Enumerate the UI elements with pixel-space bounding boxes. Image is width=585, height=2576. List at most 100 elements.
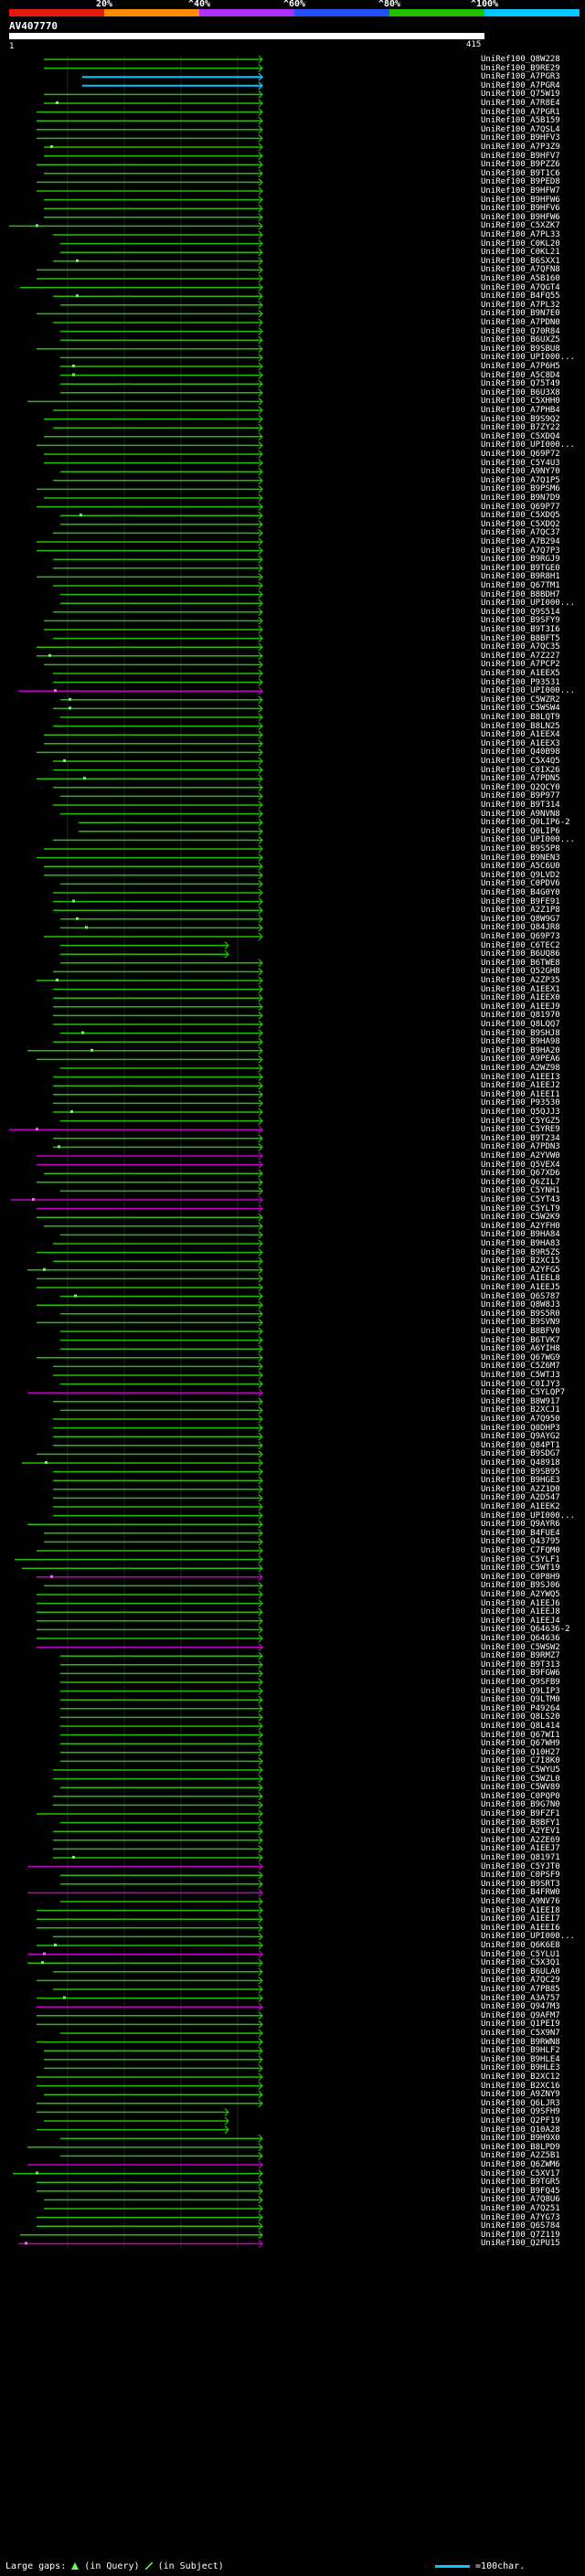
hit-label[interactable]: UniRef100_B8W917 (481, 1396, 560, 1406)
hit-row[interactable] (53, 1108, 263, 1117)
hit-row[interactable] (37, 1151, 263, 1161)
hit-label[interactable]: UniRef100_Q40B98 (481, 747, 560, 758)
hit-label[interactable]: UniRef100_A7PGR4 (481, 80, 560, 90)
hit-row[interactable] (53, 1476, 263, 1485)
hit-label[interactable]: UniRef100_A7P3Z9 (481, 143, 560, 152)
hit-row[interactable] (53, 1142, 263, 1151)
hit-label[interactable]: UniRef100_C5WZR2 (481, 694, 560, 705)
hit-label[interactable]: UniRef100_B9FZF1 (481, 1809, 560, 1818)
hit-label[interactable]: UniRef100_A9PEA6 (481, 1055, 560, 1065)
hit-label[interactable]: UniRef100_UPI000... (481, 686, 575, 696)
hit-label[interactable]: UniRef100_A5B159 (481, 116, 560, 126)
hit-label[interactable]: UniRef100_B9SFY9 (481, 616, 560, 626)
hit-row[interactable] (37, 133, 263, 143)
hit-label[interactable]: UniRef100_B9N7D9 (481, 493, 560, 503)
hit-label[interactable]: UniRef100_Q0DHP3 (481, 1423, 560, 1433)
hit-row[interactable] (44, 1169, 263, 1178)
hit-label[interactable]: UniRef100_UPI000... (481, 1511, 575, 1521)
hit-row[interactable] (53, 1844, 263, 1853)
hit-row[interactable] (37, 503, 263, 512)
hit-row[interactable] (37, 1914, 263, 1924)
hit-label[interactable]: UniRef100_Q67WH9 (481, 1739, 560, 1749)
hit-row[interactable] (60, 949, 229, 959)
hit-row[interactable] (53, 993, 263, 1002)
hit-label[interactable]: UniRef100_C5YT43 (481, 1195, 560, 1204)
hit-row[interactable] (18, 2239, 263, 2248)
hit-label[interactable]: UniRef100_A7YG73 (481, 2212, 560, 2222)
hit-label[interactable]: UniRef100_A3A757 (481, 1993, 560, 2003)
hit-row[interactable] (60, 1748, 263, 1757)
hit-row[interactable] (44, 143, 263, 152)
hit-label[interactable]: UniRef100_B9SVN9 (481, 1318, 560, 1328)
hit-row[interactable] (22, 1458, 263, 1468)
hit-row[interactable] (53, 1037, 263, 1046)
hit-row[interactable] (53, 1415, 263, 1424)
hit-label[interactable]: UniRef100_B9NEN3 (481, 853, 560, 863)
hit-label[interactable]: UniRef100_A7Q1P5 (481, 475, 560, 485)
hit-row[interactable] (53, 1424, 263, 1433)
hit-row[interactable] (53, 1853, 263, 1862)
hit-label[interactable]: UniRef100_A1EEI1 (481, 1089, 560, 1099)
hit-row[interactable] (27, 1958, 263, 1967)
hit-row[interactable] (44, 2063, 263, 2072)
hit-row[interactable] (60, 327, 263, 336)
hit-label[interactable]: UniRef100_B9RGJ9 (481, 555, 560, 565)
hit-row[interactable] (37, 2019, 263, 2029)
hit-label[interactable]: UniRef100_B9R8H1 (481, 572, 560, 582)
hit-label[interactable]: UniRef100_C5X3Q1 (481, 1958, 560, 1968)
hit-label[interactable]: UniRef100_B9HA98 (481, 1037, 560, 1047)
hit-label[interactable]: UniRef100_Q9SFB9 (481, 1678, 560, 1687)
hit-label[interactable]: UniRef100_C0P8H9 (481, 1572, 560, 1582)
hit-label[interactable]: UniRef100_C5X9N7 (481, 2029, 560, 2038)
hit-row[interactable] (37, 1161, 263, 1170)
hit-label[interactable]: UniRef100_Q2QCY0 (481, 782, 560, 792)
hit-label[interactable]: UniRef100_A7QC29 (481, 1976, 560, 1986)
hit-row[interactable] (60, 959, 263, 968)
hit-row[interactable] (37, 2178, 263, 2187)
hit-row[interactable] (44, 862, 263, 871)
hit-label[interactable]: UniRef100_C0PDV6 (481, 879, 560, 889)
hit-label[interactable]: UniRef100_B4FQ55 (481, 292, 560, 302)
hit-label[interactable]: UniRef100_B9PSM6 (481, 484, 560, 494)
hit-row[interactable] (37, 274, 263, 283)
hit-label[interactable]: UniRef100_B9HGE3 (481, 1476, 560, 1486)
hit-row[interactable] (53, 1502, 263, 1511)
hit-row[interactable] (79, 818, 263, 827)
hit-label[interactable]: UniRef100_A1EEJ6 (481, 1598, 560, 1608)
hit-label[interactable]: UniRef100_Q8W8J3 (481, 1300, 560, 1310)
hit-row[interactable] (60, 1230, 263, 1239)
hit-label[interactable]: UniRef100_Q9S514 (481, 607, 560, 617)
hit-row[interactable] (53, 1932, 263, 1941)
hit-label[interactable]: UniRef100_UPI000... (481, 835, 575, 845)
hit-row[interactable] (44, 213, 263, 222)
hit-row[interactable] (44, 152, 263, 161)
hit-label[interactable]: UniRef100_A1EEX5 (481, 669, 560, 678)
hit-label[interactable]: UniRef100_A7PCP2 (481, 660, 560, 670)
hit-label[interactable]: UniRef100_A7R8E4 (481, 99, 560, 108)
hit-label[interactable]: UniRef100_B9HFW6 (481, 195, 560, 205)
hit-label[interactable]: UniRef100_B9HA83 (481, 1239, 560, 1248)
hit-label[interactable]: UniRef100_A2YWQ5 (481, 1590, 560, 1599)
hit-row[interactable] (53, 1493, 263, 1502)
hit-label[interactable]: UniRef100_B9R5ZS (481, 1247, 560, 1257)
hit-row[interactable] (82, 81, 263, 90)
hit-label[interactable]: UniRef100_Q10A28 (481, 2125, 560, 2135)
hit-label[interactable]: UniRef100_B9TGR5 (481, 2178, 560, 2188)
hit-label[interactable]: UniRef100_A2Z5B1 (481, 2151, 560, 2161)
hit-row[interactable] (37, 747, 263, 757)
hit-row[interactable] (60, 1117, 263, 1126)
hit-row[interactable] (44, 55, 263, 64)
hit-row[interactable] (60, 1309, 263, 1319)
hit-row[interactable] (37, 440, 263, 450)
hit-label[interactable]: UniRef100_B9S9Q2 (481, 414, 560, 424)
hit-row[interactable] (53, 1090, 263, 1099)
hit-row[interactable] (37, 572, 263, 581)
hit-row[interactable] (53, 1256, 263, 1266)
hit-label[interactable]: UniRef100_Q81970 (481, 1011, 560, 1021)
hit-row[interactable] (44, 1529, 263, 1538)
hit-row[interactable] (11, 1195, 263, 1204)
hit-label[interactable]: UniRef100_B8BFT5 (481, 633, 560, 643)
hit-label[interactable]: UniRef100_B9G7N0 (481, 1800, 560, 1810)
hit-row[interactable] (9, 221, 263, 230)
hit-row[interactable] (53, 1827, 263, 1836)
